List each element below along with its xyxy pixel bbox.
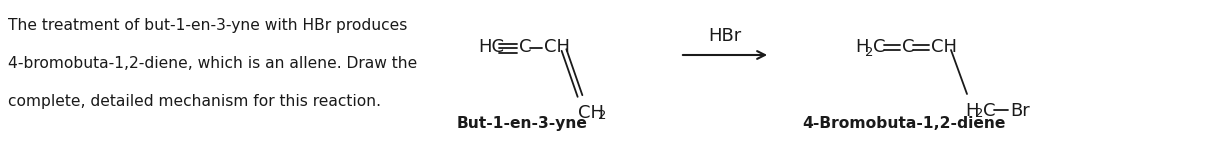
Text: H: H xyxy=(966,102,979,120)
Text: 4-Bromobuta-1,2-diene: 4-Bromobuta-1,2-diene xyxy=(802,116,1006,131)
Text: complete, detailed mechanism for this reaction.: complete, detailed mechanism for this re… xyxy=(9,94,381,109)
Text: 2: 2 xyxy=(598,109,606,122)
Text: Br: Br xyxy=(1010,102,1030,120)
Text: HC: HC xyxy=(478,38,504,56)
Text: H: H xyxy=(855,38,868,56)
Text: CH: CH xyxy=(931,38,957,56)
Text: C: C xyxy=(873,38,886,56)
Text: CH: CH xyxy=(544,38,569,56)
Text: C: C xyxy=(519,38,531,56)
Text: But-1-en-3-yne: But-1-en-3-yne xyxy=(456,116,588,131)
Text: 2: 2 xyxy=(975,107,984,120)
Text: C: C xyxy=(983,102,995,120)
Text: 4-bromobuta-1,2-diene, which is an allene. Draw the: 4-bromobuta-1,2-diene, which is an allen… xyxy=(9,56,417,71)
Text: HBr: HBr xyxy=(708,27,742,45)
Text: 2: 2 xyxy=(865,46,873,59)
Text: The treatment of but-1-en-3-yne with HBr produces: The treatment of but-1-en-3-yne with HBr… xyxy=(9,18,407,33)
Text: C: C xyxy=(902,38,914,56)
Text: CH: CH xyxy=(578,104,604,122)
